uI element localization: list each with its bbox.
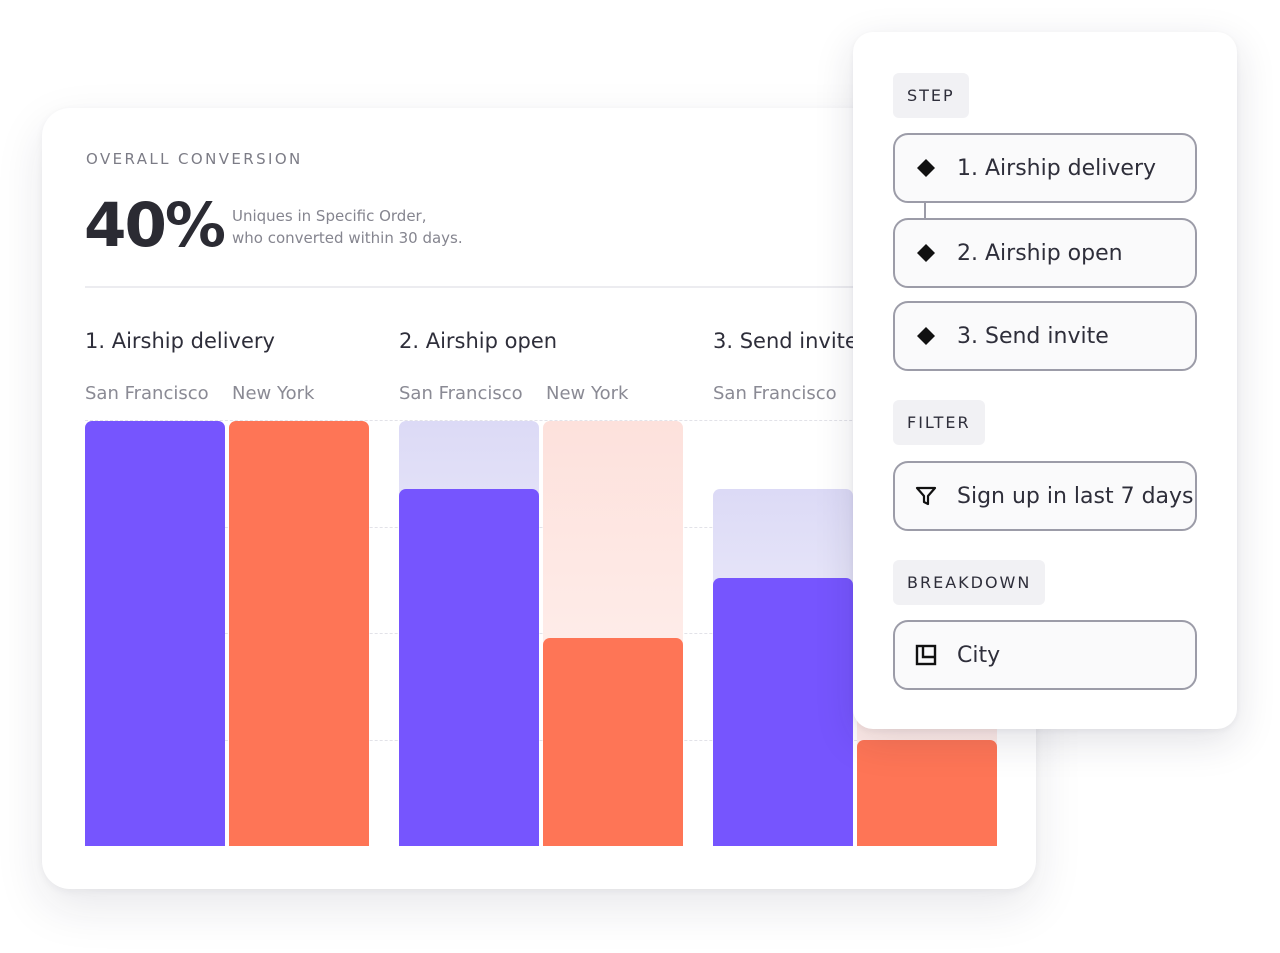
step-pill-label: 2. Airship open [957,240,1123,266]
step-pill-3[interactable]: 3. Send invite [893,301,1197,371]
conversion-percent: 40% [84,190,226,261]
step-connector [924,202,926,219]
gridline [85,633,997,634]
city-label-sf-3: San Francisco [713,383,837,404]
filter-section-label: FILTER [893,400,985,445]
diamond-icon [915,242,937,264]
bar-sf-2[interactable] [399,489,539,846]
bar-ny-2[interactable] [543,637,683,846]
diamond-icon [915,325,937,347]
gridline [85,420,997,421]
bar-ny-1[interactable] [229,421,369,846]
filter-pill-label: Sign up in last 7 days [957,483,1194,509]
step-pill-label: 3. Send invite [957,323,1109,349]
step-title-2: 2. Airship open [399,329,558,353]
bar-ny-3[interactable] [857,739,997,846]
bar-sf-3[interactable] [713,578,853,846]
city-label-sf-1: San Francisco [85,383,209,404]
conversion-description: Uniques in Specific Order, who converted… [232,205,512,249]
city-label-sf-2: San Francisco [399,383,523,404]
gridline [85,740,997,741]
conversion-description-line-2: who converted within 30 days. [232,229,463,247]
breakdown-pill-label: City [957,642,1001,668]
divider [85,286,885,288]
funnel-icon [915,485,937,507]
city-label-ny-2: New York [546,383,629,404]
overall-conversion-heading: OVERALL CONVERSION [86,150,303,168]
step-title-1: 1. Airship delivery [85,329,275,353]
gridline [85,527,997,528]
diamond-icon [915,157,937,179]
breakdown-section-label: BREAKDOWN [893,560,1046,605]
filter-pill[interactable]: Sign up in last 7 days [893,461,1197,531]
step-section-label: STEP [893,73,969,118]
step-pill-label: 1. Airship delivery [957,155,1157,181]
breakdown-pill[interactable]: City [893,620,1197,690]
bar-sf-1[interactable] [85,421,225,846]
step-title-3: 3. Send invite [713,329,858,353]
conversion-description-line-1: Uniques in Specific Order, [232,207,427,225]
city-label-ny-1: New York [232,383,315,404]
step-pill-2[interactable]: 2. Airship open [893,218,1197,288]
breakdown-icon [915,644,937,666]
step-pill-1[interactable]: 1. Airship delivery [893,133,1197,203]
